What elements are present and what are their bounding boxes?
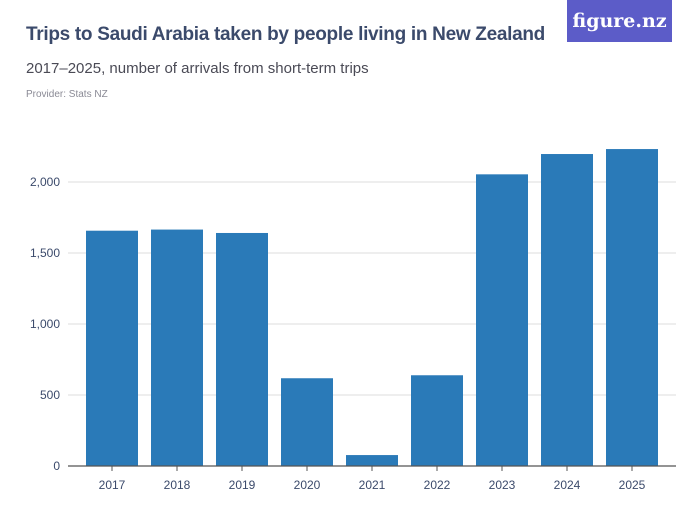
bar-2021 xyxy=(346,455,398,466)
bar-2020 xyxy=(281,378,333,466)
x-tick-label: 2022 xyxy=(424,478,451,492)
y-tick-label: 1,000 xyxy=(30,317,60,331)
bar-2025 xyxy=(606,149,658,466)
x-tick-label: 2024 xyxy=(554,478,581,492)
y-tick-label: 500 xyxy=(40,388,60,402)
bar-2017 xyxy=(86,230,138,466)
bar-2023 xyxy=(476,174,528,466)
chart-title: Trips to Saudi Arabia taken by people li… xyxy=(26,24,545,45)
x-tick-label: 2017 xyxy=(99,478,126,492)
y-tick-label: 2,000 xyxy=(30,175,60,189)
y-tick-label: 1,500 xyxy=(30,246,60,260)
x-tick-label: 2025 xyxy=(619,478,646,492)
x-tick-label: 2021 xyxy=(359,478,386,492)
y-tick-label: 0 xyxy=(53,459,60,473)
bar-2018 xyxy=(151,229,203,466)
provider-label: Provider: Stats NZ xyxy=(26,89,108,100)
x-tick-label: 2018 xyxy=(164,478,191,492)
figure-nz-logo[interactable]: figure.nz xyxy=(567,0,672,42)
bar-2019 xyxy=(216,232,268,466)
bar-2024 xyxy=(541,154,593,466)
x-tick-label: 2020 xyxy=(294,478,321,492)
bar-2022 xyxy=(411,375,463,466)
chart-subtitle: 2017–2025, number of arrivals from short… xyxy=(26,60,369,77)
x-tick-label: 2023 xyxy=(489,478,516,492)
x-tick-label: 2019 xyxy=(229,478,256,492)
